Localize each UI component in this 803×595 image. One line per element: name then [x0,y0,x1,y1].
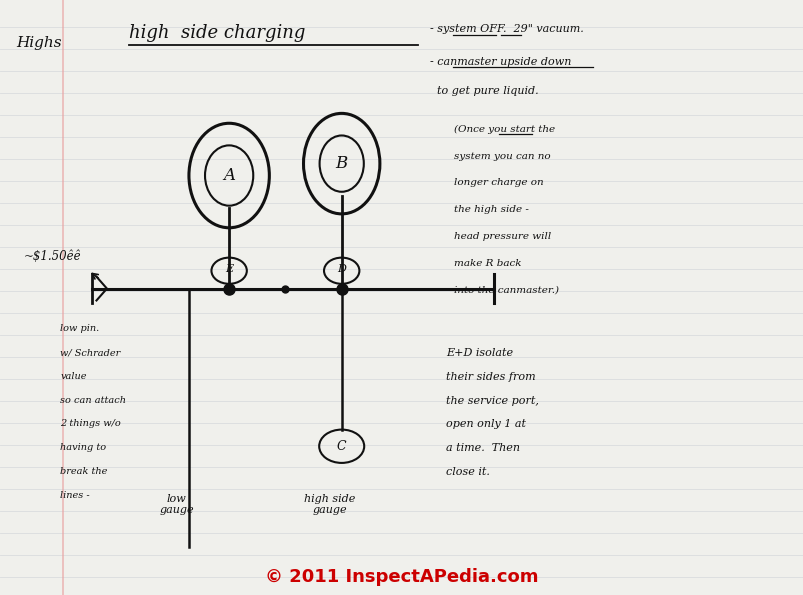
Text: (Once you start the: (Once you start the [454,125,555,134]
Text: B: B [335,155,348,172]
Text: a time.  Then: a time. Then [446,443,520,453]
Text: the high side -: the high side - [454,205,528,214]
Text: value: value [60,372,87,381]
Text: 2 things w/o: 2 things w/o [60,419,121,428]
Text: - system OFF.  29" vacuum.: - system OFF. 29" vacuum. [430,24,583,34]
Text: so can attach: so can attach [60,396,126,405]
Text: © 2011 InspectAPedia.com: © 2011 InspectAPedia.com [265,568,538,586]
Text: low pin.: low pin. [60,324,100,333]
Text: A: A [223,167,234,184]
Text: the service port,: the service port, [446,396,539,406]
Text: open only 1 at: open only 1 at [446,419,526,430]
Text: high  side charging: high side charging [128,24,304,42]
Text: into the canmaster.): into the canmaster.) [454,286,559,295]
Text: to get pure liquid.: to get pure liquid. [430,86,538,96]
Text: w/ Schrader: w/ Schrader [60,348,120,357]
Text: - canmaster upside down: - canmaster upside down [430,57,571,67]
Text: E+D isolate: E+D isolate [446,348,512,358]
Text: ~$1.50êê: ~$1.50êê [24,250,82,263]
Text: C: C [336,440,346,453]
Text: low
gauge: low gauge [159,494,194,515]
Text: close it.: close it. [446,467,490,477]
Text: head pressure will: head pressure will [454,232,551,241]
Text: their sides from: their sides from [446,372,535,382]
Text: having to: having to [60,443,106,452]
Text: Highs: Highs [16,36,62,50]
Text: D: D [336,264,346,274]
Text: break the: break the [60,467,108,476]
Text: longer charge on: longer charge on [454,178,543,187]
Text: lines -: lines - [60,491,90,500]
Text: make R back: make R back [454,259,521,268]
Text: system you can no: system you can no [454,152,550,161]
Text: E: E [225,264,233,274]
Text: high side
gauge: high side gauge [304,494,355,515]
